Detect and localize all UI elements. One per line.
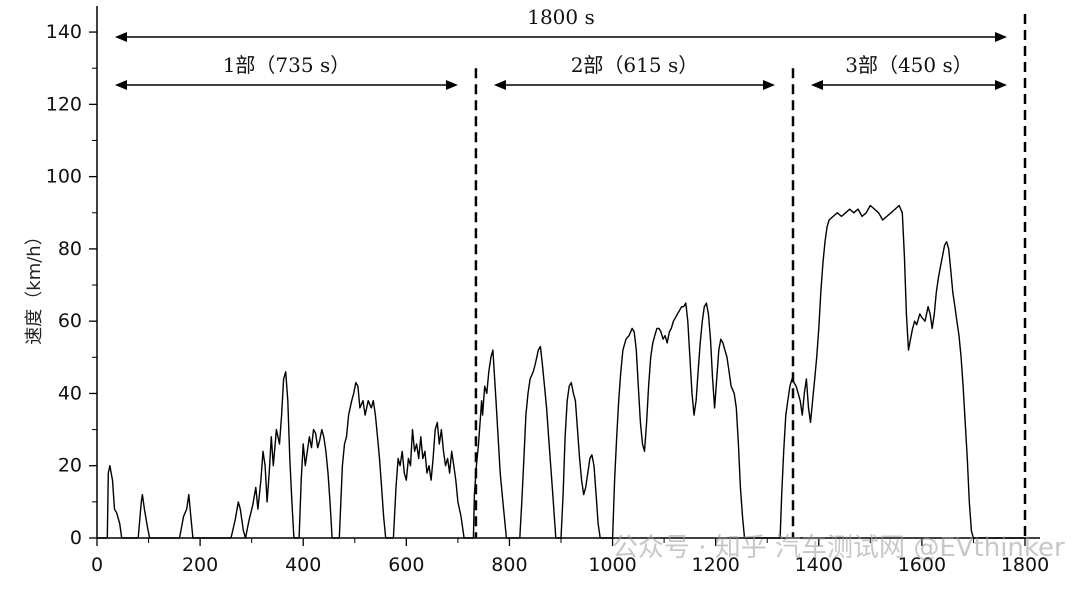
y-tick-label: 140 bbox=[46, 21, 82, 43]
x-tick-label: 1800 bbox=[1001, 554, 1049, 576]
annotation-arrowhead-left bbox=[811, 80, 823, 90]
speed-series-line bbox=[97, 204, 1025, 539]
x-tick-label: 200 bbox=[182, 554, 218, 576]
x-tick-label: 1600 bbox=[898, 554, 946, 576]
x-tick-label: 0 bbox=[91, 554, 103, 576]
annotation-arrowhead-right bbox=[445, 80, 458, 90]
watermark: 公众号 · 知乎 汽车测试网 @EVthinker bbox=[612, 533, 1065, 563]
y-tick-label: 120 bbox=[46, 93, 82, 115]
y-tick-label: 40 bbox=[58, 382, 82, 404]
y-tick-label: 20 bbox=[58, 455, 82, 477]
annotation-arrowhead-left bbox=[115, 80, 127, 90]
y-tick-label: 60 bbox=[58, 310, 82, 332]
y-tick-label: 0 bbox=[70, 527, 82, 549]
annotation-arrowhead-right bbox=[995, 80, 1007, 90]
y-tick-label: 100 bbox=[46, 166, 82, 188]
annotation-label: 3部（450 s） bbox=[845, 53, 973, 77]
series-group bbox=[97, 204, 1025, 539]
annotations: 1800 s 1部（735 s） 2部（615 s） 3部（450 s） bbox=[115, 5, 1007, 90]
annotation-arrowhead-left bbox=[115, 32, 127, 42]
watermark-text: 公众号 · 知乎 汽车测试网 @EVthinker bbox=[612, 533, 1065, 563]
x-tick-label: 1200 bbox=[691, 554, 739, 576]
x-tick-label: 1000 bbox=[588, 554, 636, 576]
x-tick-label: 800 bbox=[491, 554, 527, 576]
annotation-arrowhead-right bbox=[763, 80, 775, 90]
x-tick-label: 1400 bbox=[795, 554, 843, 576]
x-tick-label: 400 bbox=[285, 554, 321, 576]
annotation-label: 1部（735 s） bbox=[223, 53, 351, 77]
annotation-label: 2部（615 s） bbox=[571, 53, 699, 77]
x-tick-label: 600 bbox=[388, 554, 424, 576]
section-boundaries bbox=[474, 14, 1027, 538]
annotation-arrowhead-right bbox=[995, 32, 1007, 42]
axes: 0 200 400 600 800 1000 1200 1400 1600 1800 0 20 40 60… bbox=[46, 6, 1049, 576]
annotation-label: 1800 s bbox=[527, 5, 595, 29]
annotation-arrowhead-left bbox=[493, 80, 506, 90]
y-tick-label: 80 bbox=[58, 238, 82, 260]
y-axis-label: 速度（km/h） bbox=[24, 227, 45, 344]
